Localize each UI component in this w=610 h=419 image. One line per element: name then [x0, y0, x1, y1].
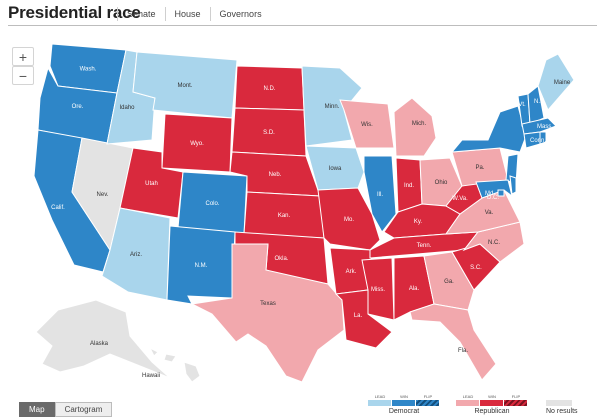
legend-democrat: LEAD WIN FLIP Democrat	[368, 394, 440, 415]
state-ga[interactable]	[423, 251, 475, 311]
state-ny[interactable]	[450, 105, 527, 153]
state-label-ri: R.I.	[546, 136, 556, 142]
state-wis[interactable]	[339, 99, 395, 149]
legend-republican: LEAD WIN FLIP Republican	[456, 394, 528, 415]
race-tabs: Senate House Governors	[117, 7, 271, 21]
state-maine[interactable]	[537, 53, 575, 111]
state-ariz[interactable]	[101, 207, 171, 301]
state-ind[interactable]	[395, 157, 423, 213]
state-label-nj: N.J.	[517, 167, 528, 173]
legend-rep-lead-swatch	[456, 400, 479, 406]
state-kan[interactable]	[243, 191, 325, 239]
cartogram-view-button[interactable]: Cartogram	[54, 402, 113, 417]
state-fla[interactable]	[409, 303, 497, 381]
state-colo[interactable]	[177, 171, 248, 235]
tab-governors[interactable]: Governors	[209, 7, 271, 21]
state-nh[interactable]	[527, 85, 545, 125]
legend-rep-win-label: WIN	[488, 394, 496, 399]
legend-rep-win-swatch	[480, 400, 503, 406]
state-miss[interactable]	[361, 257, 395, 321]
legend-rep-flip-label: FLIP	[511, 394, 521, 399]
legend-dem-flip-swatch	[416, 400, 439, 406]
tab-house[interactable]: House	[164, 7, 210, 21]
state-texas[interactable]	[190, 243, 345, 383]
legend-no-results-label: No results	[546, 408, 578, 415]
state-conn[interactable]	[523, 131, 541, 149]
state-ill[interactable]	[363, 155, 397, 233]
page-title: Presidential race	[8, 3, 141, 22]
legend-no-results-swatch	[546, 400, 572, 406]
state-mont[interactable]	[132, 51, 238, 119]
legend-dem-win-label: WIN	[400, 394, 408, 399]
state-mass[interactable]	[521, 117, 557, 135]
state-minn[interactable]	[301, 65, 363, 147]
state-del[interactable]	[509, 175, 517, 195]
state-mich[interactable]	[393, 97, 437, 157]
zoom-in-button[interactable]: +	[12, 47, 34, 66]
state-mo[interactable]	[317, 187, 381, 251]
legend-rep-flip-swatch	[504, 400, 527, 406]
state-wyo[interactable]	[161, 113, 233, 173]
state-label-del: Del.	[518, 185, 529, 191]
legend-rep-lead-label: LEAD	[462, 394, 474, 399]
state-nd[interactable]	[234, 65, 305, 111]
state-iowa[interactable]	[305, 145, 365, 191]
state-sd[interactable]	[231, 107, 307, 157]
state-dc[interactable]	[497, 189, 505, 197]
legend-democrat-label: Democrat	[388, 408, 420, 415]
state-nm[interactable]	[166, 225, 236, 305]
view-toggle: Map Cartogram	[19, 402, 113, 417]
map-view-button[interactable]: Map	[19, 402, 55, 417]
legend-dem-flip-label: FLIP	[423, 394, 433, 399]
state-label-hawaii: Hawaii	[142, 373, 160, 379]
legend-no-results: No results	[546, 394, 578, 415]
legend-dem-win-swatch	[392, 400, 415, 406]
state-ri[interactable]	[539, 131, 547, 145]
state-wash[interactable]	[49, 43, 127, 94]
legend-republican-label: Republican	[474, 408, 510, 415]
state-label-ny: N.Y.	[484, 121, 495, 127]
state-alaska[interactable]	[35, 299, 171, 379]
state-md[interactable]	[475, 179, 513, 199]
legend-dem-lead-label: LEAD	[374, 394, 386, 399]
state-hawaii[interactable]	[148, 346, 201, 383]
us-map: Wash.Ore.Calif.Nev.IdahoMont.Wyo.UtahCol…	[33, 43, 575, 383]
legend-dem-lead-swatch	[368, 400, 391, 406]
tab-senate[interactable]: Senate	[117, 7, 165, 21]
header-divider	[8, 25, 597, 26]
zoom-out-button[interactable]: −	[12, 66, 34, 85]
